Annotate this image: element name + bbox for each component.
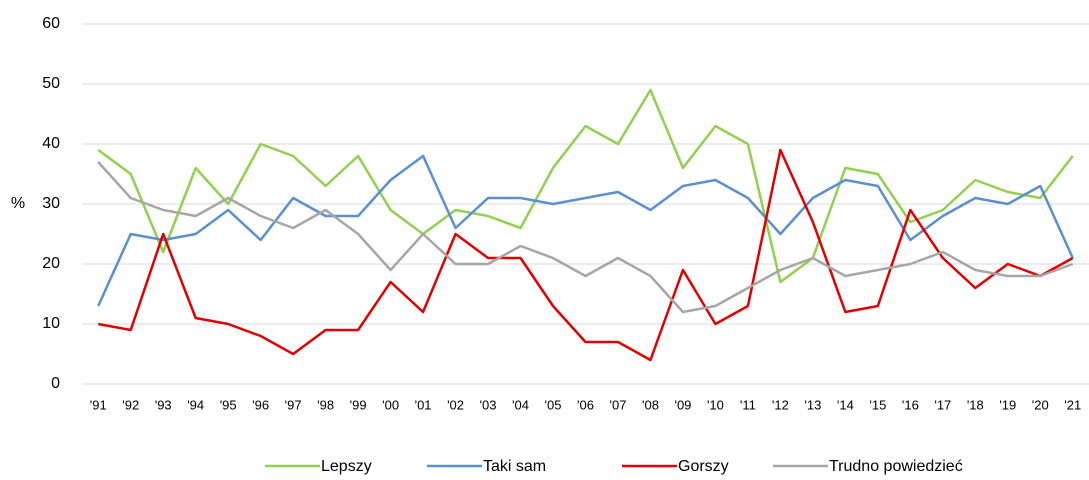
x-tick-label: '02 <box>447 397 464 412</box>
y-tick-label: 30 <box>42 195 60 212</box>
x-tick-label: '11 <box>740 397 756 412</box>
x-tick-label: '00 <box>382 397 399 412</box>
x-tick-label: '03 <box>480 397 497 412</box>
x-tick-label: '12 <box>772 397 789 412</box>
y-tick-label: 50 <box>42 75 60 92</box>
x-tick-label: '20 <box>1032 397 1049 412</box>
x-tick-label: '08 <box>642 397 659 412</box>
legend-label: Lepszy <box>321 458 372 475</box>
x-tick-label: '99 <box>350 397 367 412</box>
series-line <box>97 161 1074 314</box>
y-axis-label: % <box>11 195 25 212</box>
x-tick-label: '93 <box>155 397 172 412</box>
y-tick-label: 10 <box>42 315 60 332</box>
legend-label: Gorszy <box>678 458 729 475</box>
legend-label: Trudno powiedzieć <box>829 458 963 475</box>
x-tick-label: '15 <box>869 397 886 412</box>
x-tick-label: '19 <box>999 397 1016 412</box>
x-tick-label: '94 <box>187 397 204 412</box>
y-tick-label: 20 <box>42 255 60 272</box>
x-tick-label: '92 <box>122 397 139 412</box>
x-tick-label: '09 <box>674 397 691 412</box>
x-tick-label: '91 <box>90 397 107 412</box>
x-tick-label: '95 <box>220 397 237 412</box>
series-line <box>98 148 1074 362</box>
legend-label: Taki sam <box>483 458 546 475</box>
x-tick-label: '05 <box>545 397 562 412</box>
x-tick-label: '17 <box>934 397 951 412</box>
y-tick-label: 60 <box>42 15 60 32</box>
x-tick-label: '13 <box>804 397 821 412</box>
x-tick-label: '06 <box>577 397 594 412</box>
x-tick-label: '14 <box>837 397 854 412</box>
y-tick-label: 40 <box>42 135 60 152</box>
x-tick-label: '18 <box>967 397 984 412</box>
x-tick-label: '01 <box>415 397 432 412</box>
x-tick-label: '04 <box>512 397 529 412</box>
x-tick-label: '96 <box>252 397 269 412</box>
x-tick-label: '10 <box>707 397 724 412</box>
series-line <box>97 88 1074 284</box>
x-tick-label: '98 <box>317 397 334 412</box>
x-tick-label: '21 <box>1064 397 1081 412</box>
y-tick-label: 0 <box>51 375 60 392</box>
series-line <box>97 154 1074 307</box>
x-tick-label: '16 <box>902 397 919 412</box>
x-tick-label: '07 <box>610 397 627 412</box>
x-tick-label: '97 <box>285 397 302 412</box>
